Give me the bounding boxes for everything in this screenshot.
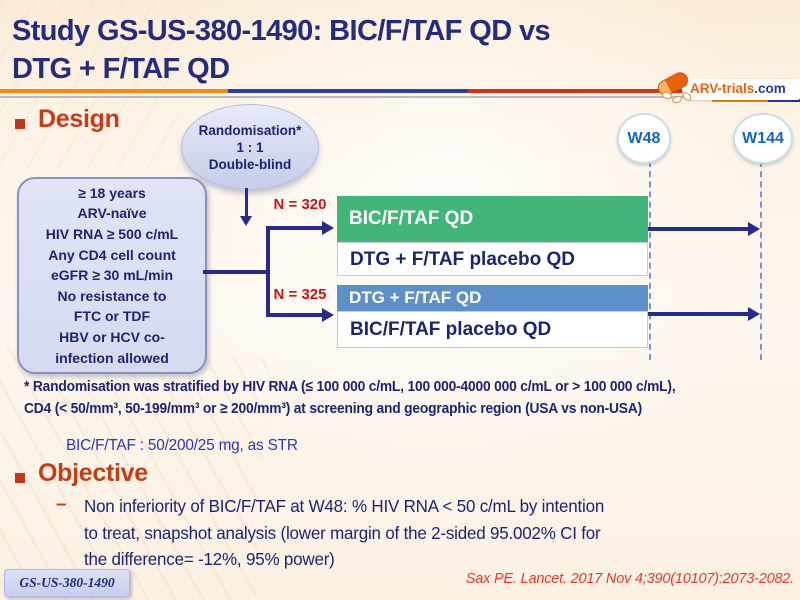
design-heading: Design bbox=[38, 105, 120, 133]
eligibility-line: FTC or TDF bbox=[73, 308, 151, 325]
eligibility-line: Any CD4 cell count bbox=[48, 246, 176, 263]
eligibility-line: No resistance to bbox=[57, 287, 167, 304]
separator-blue bbox=[228, 89, 468, 93]
logo-plate bbox=[682, 79, 800, 100]
w48-dashed-line bbox=[649, 161, 651, 360]
separator-gray bbox=[0, 96, 800, 98]
design-bullet-icon bbox=[15, 119, 25, 129]
logo-text: ARV-trials.com bbox=[690, 81, 786, 96]
branch-stem-line bbox=[203, 270, 269, 274]
objective-dash: – bbox=[56, 494, 67, 515]
arm1-arrowhead-icon bbox=[322, 221, 334, 235]
randomisation-line2: 1 : 1 bbox=[236, 139, 264, 155]
separator-right-orange bbox=[712, 99, 768, 102]
eligibility-line: HBV or HCV co- bbox=[59, 328, 165, 345]
timepoint-w144: W144 bbox=[733, 113, 793, 164]
eligibility-box: ≥ 18 years ARV-naïve HIV RNA ≥ 500 c/mL … bbox=[17, 177, 207, 374]
randomisation-arrow-line bbox=[245, 188, 248, 218]
randomisation-arrowhead-icon bbox=[240, 216, 252, 226]
citation-reference: Sax PE. Lancet. 2017 Nov 4;390(10107):20… bbox=[465, 571, 794, 587]
eligibility-line: HIV RNA ≥ 500 c/mL bbox=[45, 226, 179, 243]
pill-icon bbox=[671, 94, 683, 105]
separator-red bbox=[468, 89, 693, 93]
eligibility-line: infection allowed bbox=[55, 349, 169, 366]
objective-line3: the difference= -12%, 95% power) bbox=[84, 549, 335, 569]
objective-text: Non inferiority of BIC/F/TAF at W48: % H… bbox=[84, 493, 763, 573]
page-title: Study GS-US-380-1490: BIC/F/TAF QD vs DT… bbox=[12, 12, 551, 88]
randomisation-footnote: * Randomisation was stratified by HIV RN… bbox=[24, 376, 797, 419]
logo-text-suffix: .com bbox=[754, 81, 786, 96]
arm1-placebo-box: DTG + F/TAF placebo QD bbox=[337, 242, 648, 276]
page-title-line2: DTG + F/TAF QD bbox=[12, 53, 230, 85]
eligibility-line: eGFR ≥ 30 mL/min bbox=[50, 267, 174, 284]
eligibility-line: ARV-naïve bbox=[77, 205, 147, 222]
timepoint-w48: W48 bbox=[617, 113, 671, 164]
objective-line1: Non inferiority of BIC/F/TAF at W48: % H… bbox=[84, 496, 605, 516]
arm1-arrow-line bbox=[266, 226, 324, 230]
arm1-n-label: N = 320 bbox=[273, 196, 327, 213]
arm2-n-label: N = 325 bbox=[273, 286, 327, 303]
arm1-active-box: BIC/F/TAF QD bbox=[337, 196, 648, 242]
logo-text-name: ARV-trials bbox=[690, 81, 755, 96]
page-title-line1: Study GS-US-380-1490: BIC/F/TAF QD vs bbox=[12, 15, 551, 47]
objective-bullet-icon bbox=[15, 473, 25, 483]
arm2-extension-arrow-line bbox=[648, 312, 748, 316]
arv-trials-logo[interactable]: ARV-trials.com bbox=[652, 69, 800, 105]
arm2-arrow-line bbox=[266, 313, 324, 317]
objective-heading: Objective bbox=[38, 459, 148, 487]
study-id-badge: GS-US-380-1490 bbox=[4, 569, 130, 597]
arm2-arrowhead-icon bbox=[322, 308, 334, 322]
arm1-extension-arrow-line bbox=[648, 227, 748, 231]
randomisation-line1: Randomisation* bbox=[198, 122, 302, 138]
eligibility-line: ≥ 18 years bbox=[78, 184, 146, 201]
objective-line2: to treat, snapshot analysis (lower margi… bbox=[84, 522, 601, 543]
arm2-placebo-box: BIC/F/TAF placebo QD bbox=[337, 311, 648, 348]
arm2-active-box: DTG + F/TAF QD bbox=[337, 285, 648, 311]
arm2-extension-arrowhead-icon bbox=[748, 307, 760, 321]
separator-orange bbox=[0, 89, 228, 93]
randomisation-line3: Double-blind bbox=[208, 156, 292, 172]
arm1-extension-arrowhead-icon bbox=[748, 222, 760, 236]
footnote-line2: CD4 (< 50/mm³, 50-199/mm³ or ≥ 200/mm³) … bbox=[24, 399, 642, 417]
branch-vertical-line bbox=[266, 226, 270, 317]
dose-note: BIC/F/TAF : 50/200/25 mg, as STR bbox=[66, 437, 298, 454]
footnote-line1: * Randomisation was stratified by HIV RN… bbox=[24, 378, 676, 395]
w144-dashed-line bbox=[760, 161, 762, 360]
separator-right-blue bbox=[768, 99, 800, 102]
randomisation-bubble: Randomisation* 1 : 1 Double-blind bbox=[181, 104, 319, 190]
